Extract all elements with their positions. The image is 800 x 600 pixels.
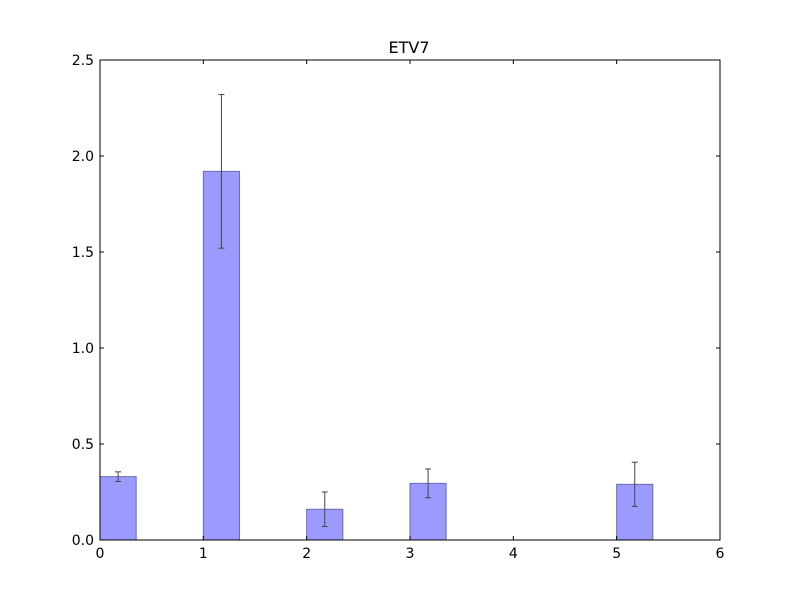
ticks-layer: 0 1 2 3 4 5 6 0.0 0.5 1.0 1.5 2.0 2.5 xyxy=(72,53,725,562)
errorbars-layer xyxy=(115,94,638,528)
y-tick-label: 2.5 xyxy=(72,53,94,69)
y-tick-label: 1.5 xyxy=(72,245,94,261)
y-tick-label: 0.5 xyxy=(72,437,94,453)
x-tick-label: 3 xyxy=(406,546,415,562)
bar-5 xyxy=(616,483,654,541)
y-tick-label: 0.0 xyxy=(72,533,94,549)
x-tick-label: 2 xyxy=(302,546,311,562)
bar-0 xyxy=(99,476,137,541)
x-tick-label: 0 xyxy=(96,546,105,562)
x-tick-label: 5 xyxy=(612,546,621,562)
errorbar-5 xyxy=(631,461,638,507)
y-tick-label: 2.0 xyxy=(72,149,94,165)
y-tick-label: 1.0 xyxy=(72,341,94,357)
errorbar-3 xyxy=(425,468,432,499)
x-tick-label: 4 xyxy=(509,546,518,562)
errorbar-0 xyxy=(115,471,122,482)
bars-layer xyxy=(99,170,654,541)
x-tick-label: 6 xyxy=(716,546,725,562)
plot-frame xyxy=(99,59,721,541)
errorbar-1 xyxy=(218,94,225,249)
x-tick-label: 1 xyxy=(199,546,208,562)
errorbar-2 xyxy=(321,491,328,528)
chart-title: ETV7 xyxy=(388,38,429,57)
